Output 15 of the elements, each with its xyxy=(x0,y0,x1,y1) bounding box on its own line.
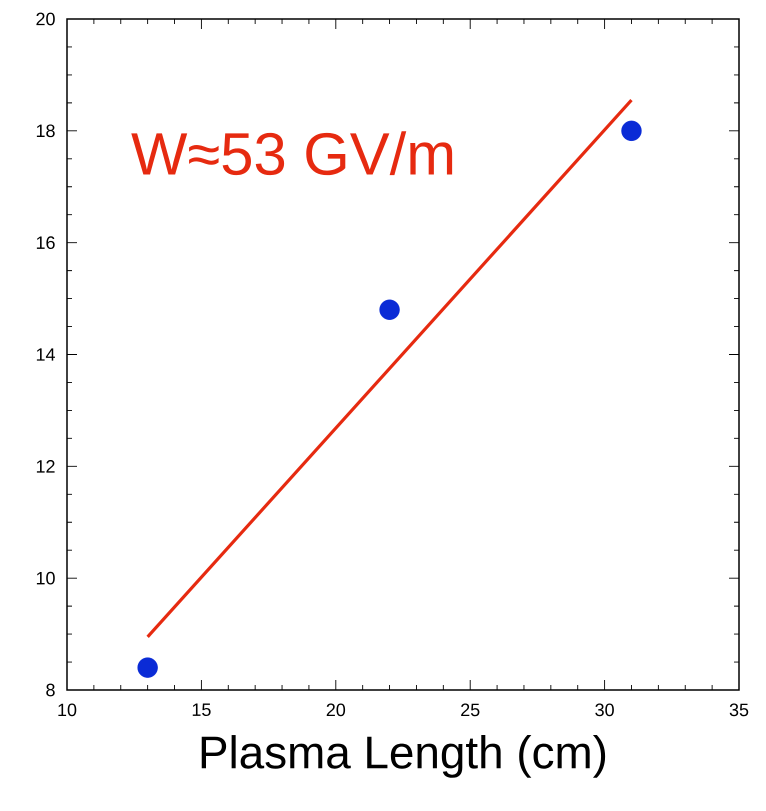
y-tick-label: 12 xyxy=(36,460,55,473)
annotation: W≈53 GV/m xyxy=(131,131,452,176)
x-tick-label: 15 xyxy=(192,704,211,716)
y-tick-label: 8 xyxy=(46,684,55,696)
y-tick-label: 20 xyxy=(36,12,55,26)
y-tick-label: 18 xyxy=(36,124,55,138)
x-axis-title: Plasma Length (cm) xyxy=(202,735,606,778)
y-tick-label: 10 xyxy=(36,572,55,585)
x-tick-label: 30 xyxy=(595,704,614,716)
y-tick-label: 16 xyxy=(36,236,55,249)
x-tick-label: 20 xyxy=(326,704,346,716)
x-tick-label: 10 xyxy=(58,704,76,716)
y-tick-label: 14 xyxy=(36,348,55,361)
x-tick-label: 35 xyxy=(730,704,748,716)
x-tick-label: 25 xyxy=(461,704,480,716)
